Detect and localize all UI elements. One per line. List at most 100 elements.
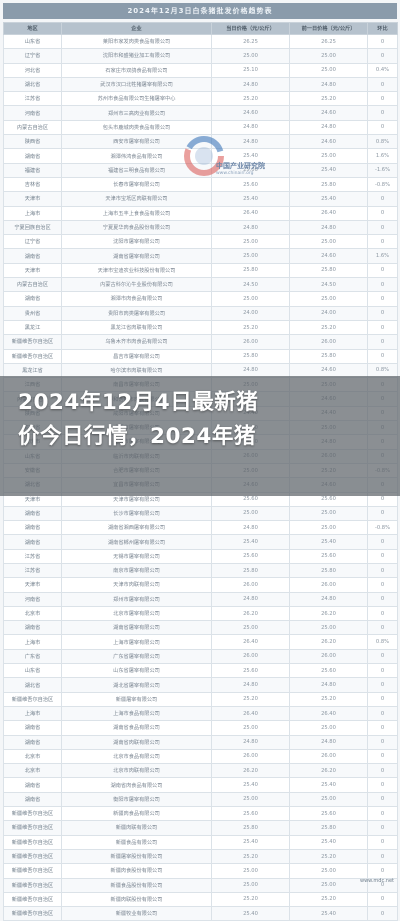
- cell-region: 湖北省: [3, 76, 62, 93]
- table-row: 新疆维吾尔自治区 乌鲁木齐市肉食品有限公司 26.00 26.00 0: [3, 334, 398, 350]
- cell-region: 湖南省: [3, 720, 62, 736]
- cell-enterprise: 湘潭市肉食品有限公司: [61, 291, 212, 307]
- cell-previous-price: 25.20: [289, 91, 368, 107]
- cell-previous-price: 26.00: [289, 334, 368, 350]
- cell-region: 辽宁省: [3, 234, 62, 250]
- table-row: 河南省 郑州市屠宰有限公司 24.80 24.80 0: [3, 591, 398, 607]
- table-row: 辽宁省 沈阳市屠宰有限公司 25.00 25.00 0: [3, 234, 398, 250]
- cell-enterprise: 沈阳市和盛猪业加工有限公司: [61, 48, 212, 64]
- cell-region: 湖南省: [3, 777, 62, 793]
- cell-today-price: 25.00: [211, 48, 290, 64]
- cell-previous-price: 25.60: [289, 548, 368, 564]
- cell-enterprise: 湖南省湘西屠宰有限公司: [61, 520, 212, 536]
- cell-today-price: 25.20: [211, 91, 290, 107]
- cell-previous-price: 24.80: [289, 219, 368, 236]
- cell-enterprise: 昌吉市屠宰有限公司: [61, 348, 212, 364]
- cell-today-price: 25.00: [211, 234, 290, 250]
- cell-change: 0: [367, 534, 398, 550]
- table-header-row: 地区 企业 当日价格（元/公斤） 前一日价格（元/公斤） 环比: [3, 22, 398, 35]
- cell-today-price: 25.40: [211, 834, 290, 850]
- headline-banner: [0, 376, 400, 496]
- cell-change: 0: [367, 648, 398, 665]
- cell-today-price: 24.00: [211, 305, 290, 321]
- cell-change: 0.4%: [367, 62, 398, 78]
- cell-enterprise: 新疆屠宰股份有限公司: [61, 848, 212, 865]
- cell-region: 吉林省: [3, 176, 62, 193]
- cell-previous-price: 26.20: [289, 634, 368, 650]
- cell-enterprise: 郑州市屠宰有限公司: [61, 591, 212, 607]
- cell-enterprise: 武汉市汉口北牲猪屠宰有限公司: [61, 76, 212, 93]
- cell-change: 0.8%: [367, 362, 398, 379]
- cell-previous-price: 25.60: [289, 663, 368, 679]
- table-row: 新疆维吾尔自治区 新疆肉食品有限公司 25.60 25.60 0: [3, 806, 398, 822]
- cell-previous-price: 25.00: [289, 291, 368, 307]
- cell-today-price: 25.40: [211, 906, 290, 921]
- table-row: 湖南省 长沙市屠宰有限公司 25.00 25.00 0: [3, 505, 398, 522]
- cell-enterprise: 包头市鹿城肉类食品有限公司: [61, 119, 212, 136]
- cell-region: 广东省: [3, 648, 62, 665]
- cell-today-price: 24.80: [211, 591, 290, 607]
- table-row: 福建省 福建省三明食品有限公司 25.00 25.40 -1.6%: [3, 162, 398, 178]
- cell-change: 0: [367, 505, 398, 522]
- table-row: 湖南省 湖南省湘西屠宰有限公司 24.80 25.00 -0.8%: [3, 520, 398, 536]
- cell-change: 0: [367, 663, 398, 679]
- table-row: 山东省 山东省屠宰有限公司 25.60 25.60 0: [3, 663, 398, 679]
- cell-previous-price: 25.00: [289, 48, 368, 64]
- cell-region: 河南省: [3, 591, 62, 607]
- table-row: 内蒙古自治区 内蒙古科尔沁牛业股份有限公司 24.50 24.50 0: [3, 277, 398, 293]
- cell-today-price: 25.00: [211, 791, 290, 808]
- cell-enterprise: 湘潭伟鸿食品有限公司: [61, 148, 212, 164]
- table-row: 上海市 上海市食品有限公司 26.40 26.40 0: [3, 705, 398, 722]
- cell-enterprise: 内蒙古科尔沁牛业股份有限公司: [61, 277, 212, 293]
- cell-region: 江苏省: [3, 548, 62, 564]
- cell-change: 1.6%: [367, 148, 398, 164]
- cell-change: 0: [367, 305, 398, 321]
- cell-enterprise: 湖南省食品有限公司: [61, 720, 212, 736]
- cell-region: 上海市: [3, 634, 62, 650]
- cell-enterprise: 天津市肉联有限公司: [61, 577, 212, 593]
- cell-change: 0: [367, 191, 398, 207]
- table-row: 河北省 石家庄市双鸽食品有限公司 25.10 25.00 0.4%: [3, 62, 398, 78]
- table-row: 湖南省 衡阳市屠宰有限公司 25.00 25.00 0: [3, 791, 398, 808]
- cell-enterprise: 贵阳市肉类屠宰有限公司: [61, 305, 212, 321]
- cell-change: 0: [367, 291, 398, 307]
- table-row: 北京市 北京市肉联有限公司 26.20 26.20 0: [3, 763, 398, 779]
- cell-change: 0: [367, 806, 398, 822]
- cell-previous-price: 25.00: [289, 720, 368, 736]
- cell-change: 0: [367, 262, 398, 279]
- cell-enterprise: 湖南省肉联有限公司: [61, 734, 212, 750]
- table-row: 湖北省 湖北省屠宰有限公司 24.80 24.80 0: [3, 677, 398, 693]
- table-row: 湖南省 湖南省屠宰有限公司 25.00 24.60 1.6%: [3, 248, 398, 264]
- cell-today-price: 25.80: [211, 820, 290, 836]
- cell-today-price: 26.40: [211, 634, 290, 650]
- cell-previous-price: 24.60: [289, 248, 368, 264]
- cell-region: 新疆维吾尔自治区: [3, 834, 62, 850]
- cell-previous-price: 26.20: [289, 605, 368, 622]
- cell-today-price: 25.00: [211, 620, 290, 636]
- cell-change: -0.8%: [367, 520, 398, 536]
- cell-change: 0: [367, 848, 398, 865]
- cell-today-price: 25.60: [211, 548, 290, 564]
- cell-previous-price: 25.80: [289, 348, 368, 364]
- cell-region: 湖南省: [3, 248, 62, 264]
- cell-today-price: 25.60: [211, 806, 290, 822]
- cell-previous-price: 26.20: [289, 763, 368, 779]
- cell-enterprise: 北京市屠宰有限公司: [61, 605, 212, 622]
- header-region: 地区: [3, 22, 62, 35]
- headline-line-2: 价今日行情，2024年猪: [18, 424, 256, 449]
- cell-region: 上海市: [3, 205, 62, 221]
- table-row: 湖北省 武汉市汉口北牲猪屠宰有限公司 24.80 24.80 0: [3, 76, 398, 93]
- table-row: 贵州省 贵阳市肉类屠宰有限公司 24.00 24.00 0: [3, 305, 398, 321]
- cell-change: 0: [367, 91, 398, 107]
- cell-region: 上海市: [3, 705, 62, 722]
- table-row: 吉林省 长春市屠宰有限公司 25.60 25.80 -0.8%: [3, 176, 398, 193]
- table-row: 上海市 上海市五丰上食食品有限公司 26.40 26.40 0: [3, 205, 398, 221]
- cell-enterprise: 苏州市食品有限公司生猪屠宰中心: [61, 91, 212, 107]
- cell-previous-price: 24.50: [289, 277, 368, 293]
- table-row: 新疆维吾尔自治区 新疆屠宰有限公司 25.20 25.20 0: [3, 691, 398, 707]
- cell-previous-price: 25.80: [289, 262, 368, 279]
- cell-today-price: 25.00: [211, 291, 290, 307]
- table-row: 湖南省 湖南省食品有限公司 25.00 25.00 0: [3, 720, 398, 736]
- table-row: 内蒙古自治区 包头市鹿城肉类食品有限公司 24.80 24.80 0: [3, 119, 398, 136]
- cell-enterprise: 湖南省屠宰有限公司: [61, 248, 212, 264]
